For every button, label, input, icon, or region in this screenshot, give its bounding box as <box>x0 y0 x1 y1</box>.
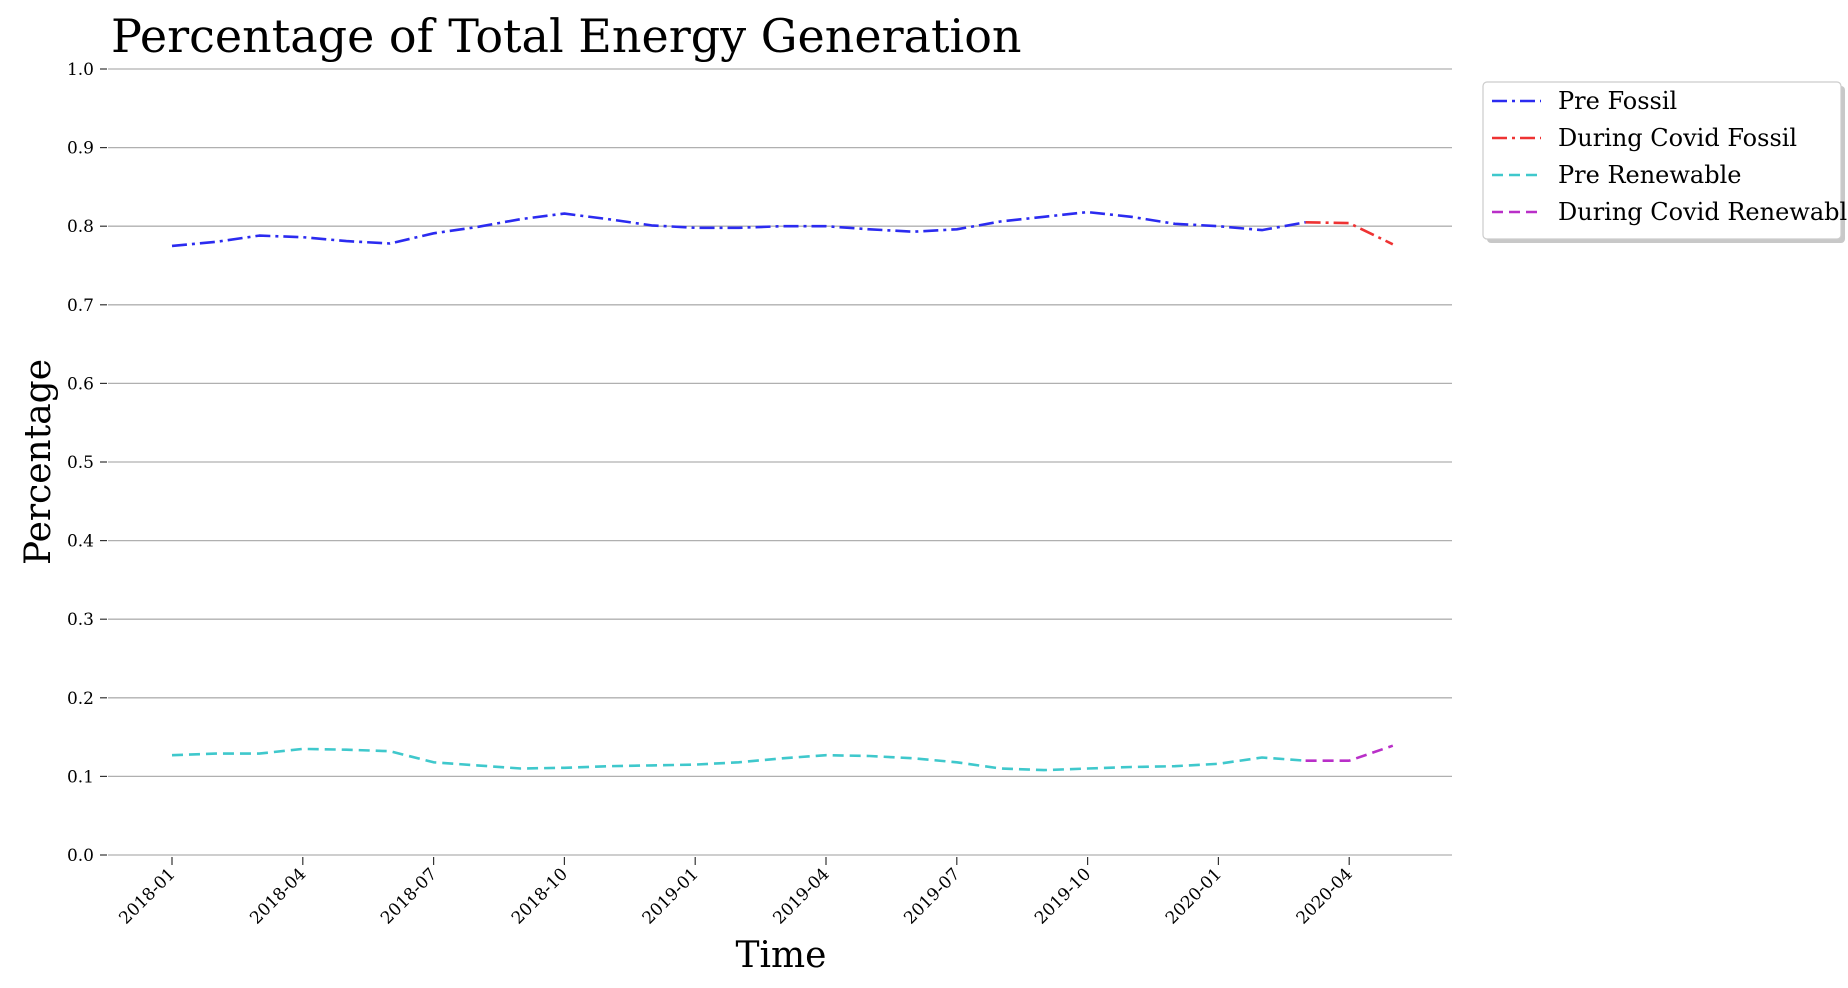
legend-label: During Covid Fossil <box>1558 124 1797 152</box>
y-tick-label: 0.5 <box>67 453 94 473</box>
x-axis-label: Time <box>736 935 827 976</box>
x-tick-label: 2019-07 <box>900 864 964 928</box>
y-tick-label: 0.8 <box>67 217 94 237</box>
series-group <box>171 210 1394 772</box>
y-tick-label: 1.0 <box>67 60 94 80</box>
legend-box <box>1482 81 1842 240</box>
x-tick-label: 2018-04 <box>246 864 310 928</box>
gridlines <box>108 68 1452 856</box>
chart-title: Percentage of Total Energy Generation <box>111 9 1022 63</box>
series-line-3 <box>1305 744 1394 763</box>
x-tick-label: 2020-04 <box>1293 864 1357 928</box>
x-axis: 2018-01 2018-04 2018-07 2018-10 2019-01 2019-… <box>115 857 1357 928</box>
y-axis-label: Percentage <box>18 359 59 565</box>
x-tick-label: 2020-01 <box>1162 864 1226 928</box>
series-line-1 <box>1305 221 1394 246</box>
x-tick-label: 2019-04 <box>769 864 833 928</box>
series-line-2 <box>171 747 1306 772</box>
y-tick-label: 0.1 <box>67 767 94 787</box>
legend-label: During Covid Renewable <box>1558 198 1848 226</box>
y-tick-label: 0.6 <box>67 374 94 394</box>
legend: Pre Fossil During Covid Fossil Pre Renewab… <box>1482 81 1848 243</box>
x-tick-label: 2018-10 <box>508 864 572 928</box>
y-axis: 0.0 0.1 0.2 0.3 0.4 0.5 0.6 0.7 0.8 0.9 1.0 <box>67 60 107 866</box>
y-tick-label: 0.4 <box>67 532 94 552</box>
x-tick-label: 2018-07 <box>377 864 441 928</box>
y-tick-label: 0.3 <box>67 610 94 630</box>
y-tick-label: 0.7 <box>67 296 94 316</box>
x-tick-label: 2019-10 <box>1031 864 1095 928</box>
x-tick-label: 2018-01 <box>115 864 179 928</box>
y-tick-label: 0.9 <box>67 139 94 159</box>
y-tick-label: 0.2 <box>67 689 94 709</box>
legend-label: Pre Fossil <box>1558 87 1677 115</box>
y-tick-label: 0.0 <box>67 846 94 866</box>
legend-label: Pre Renewable <box>1558 161 1741 189</box>
series-line-0 <box>171 210 1306 248</box>
x-tick-label: 2019-01 <box>639 864 703 928</box>
